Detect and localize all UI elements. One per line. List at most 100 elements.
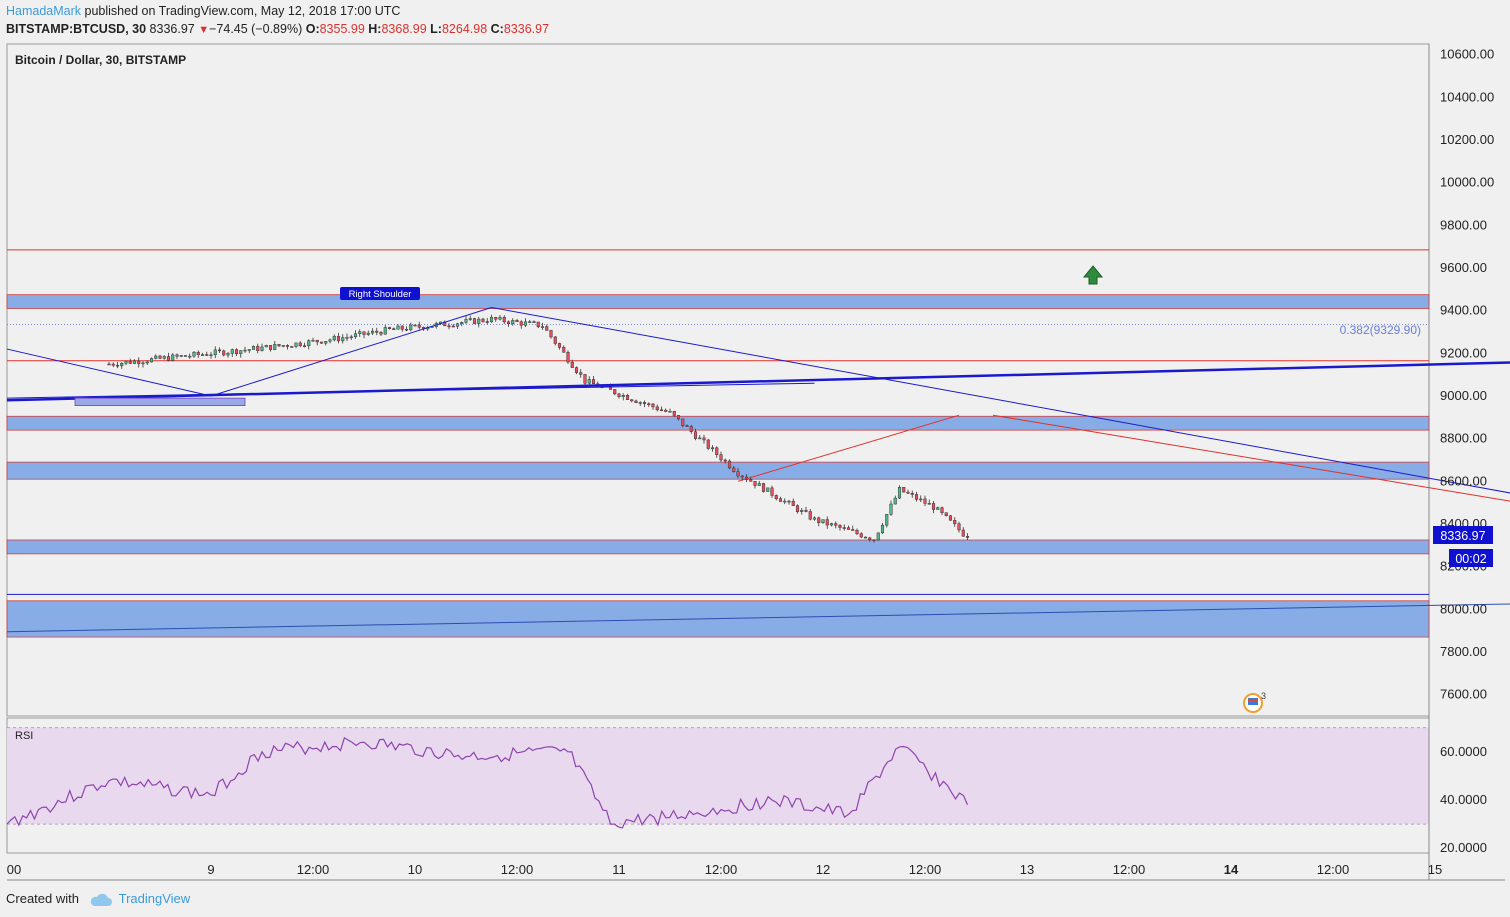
candle-body [961,529,965,537]
candle [893,495,897,505]
candle-body [668,411,672,413]
candle [727,459,732,470]
author-link[interactable]: HamadaMark [6,4,82,18]
candle [800,508,804,515]
candle [647,402,651,407]
candle [621,393,625,401]
candle [613,389,617,396]
candle-body [846,527,851,530]
candle-body [702,437,706,441]
candle-body [315,339,319,343]
candle-body [404,328,409,331]
candle-body [171,354,175,361]
candle [183,355,188,357]
candle-body [447,325,451,328]
candle-body [872,539,876,541]
candle-body [591,379,596,385]
candle-body [396,325,400,330]
candle-body [222,350,226,356]
candle [379,330,383,336]
candle [778,496,783,502]
candle-body [498,317,502,320]
candle [693,428,698,441]
candle [927,499,931,505]
candle [171,353,175,362]
candle [460,321,464,327]
candle [906,489,910,495]
candle [285,344,290,350]
time-tick: 00 [7,862,21,877]
candle-body [188,355,192,358]
candle [268,345,273,352]
candle [226,351,230,358]
candle-body [914,494,919,500]
candle [880,522,885,535]
candle [523,318,528,327]
candle-body [217,349,222,352]
candle [115,361,120,369]
candle-body [226,353,230,356]
open-value: 8355.99 [319,22,365,36]
candle-body [736,471,740,477]
candle [251,345,256,350]
candle [732,465,736,473]
candle-body [651,403,655,408]
candle [940,506,944,516]
candle-body [209,354,213,357]
candle [447,323,451,330]
candle-body [230,349,234,354]
news-icon[interactable]: 3 [1243,691,1266,713]
candle [111,362,115,368]
candle [838,524,842,531]
candle [417,321,421,330]
candle-body [659,409,664,412]
candle-body [630,399,634,402]
candle-body [243,349,247,352]
candle [630,399,634,403]
time-tick: 12:00 [501,862,534,877]
candle [664,408,668,413]
candle [885,514,889,528]
price-badge-text: 8336.97 [1440,529,1485,543]
low-value: 8264.98 [441,22,488,36]
candle-body [783,500,787,503]
candle-body [154,355,158,359]
timer-badge-text: 00:02 [1455,552,1486,566]
candle-body [919,498,923,501]
candle-body [298,342,302,346]
candle-body [681,418,685,426]
candle [655,404,659,412]
candle [137,357,141,368]
time-tick: 9 [207,862,214,877]
price-tick: 8000.00 [1440,601,1487,616]
candle-body [672,411,676,416]
candle-body [808,511,812,520]
candle [145,360,149,365]
candle-body [511,320,515,324]
tradingview-link[interactable]: TradingView [118,891,191,906]
candle [557,342,562,350]
candle [349,334,353,340]
candle-body [260,346,264,351]
candle-body [162,356,166,359]
candle [192,350,196,358]
candle [260,343,264,352]
candle [681,418,685,428]
candle [290,345,294,348]
close-value: 8336.97 [503,22,550,36]
candle [829,522,834,527]
candle [897,485,902,499]
candle [120,362,124,369]
candle [222,349,226,357]
candle [710,445,715,452]
candle-body [732,467,736,472]
candle [723,458,727,464]
candle [294,342,298,349]
candle-body [319,341,324,344]
candle-body [838,525,842,528]
candle [485,317,489,325]
high-label: H: [368,22,382,36]
support-box [74,397,246,406]
price-tick: 8800.00 [1440,431,1487,446]
